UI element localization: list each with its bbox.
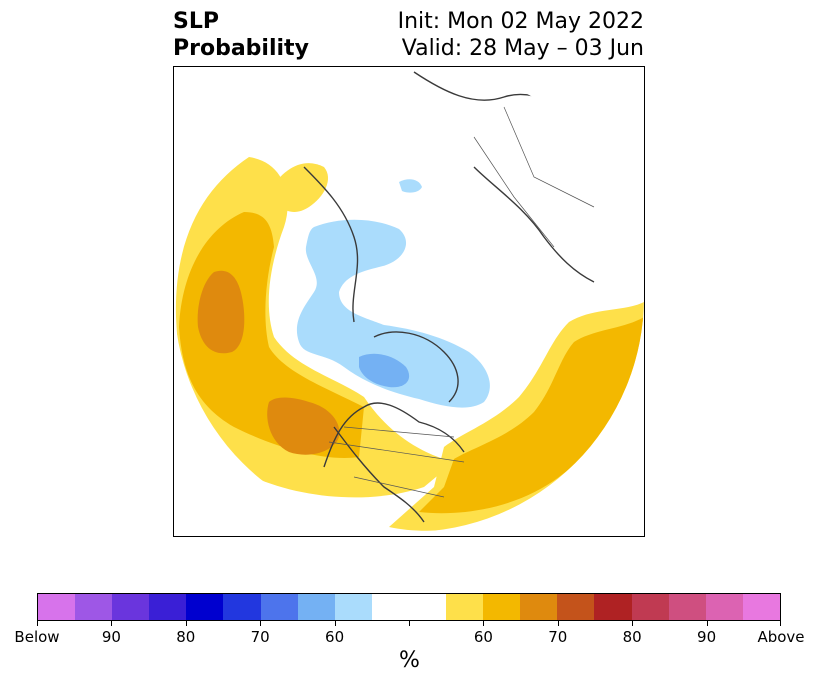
colorbar-segment	[594, 594, 632, 620]
colorbar-tick-label: 60	[473, 628, 493, 646]
colorbar-segment	[223, 594, 261, 620]
probability-map-svg	[175, 71, 644, 531]
colorbar-tick	[780, 621, 781, 626]
region-canadian-arctic-60	[359, 353, 410, 388]
colorbar-tick	[260, 621, 262, 626]
colorbar-segment	[186, 594, 224, 620]
colorbar-segment	[520, 594, 558, 620]
borders	[328, 106, 595, 498]
colorbar-tick	[409, 621, 410, 626]
colorbar-segment	[446, 594, 484, 620]
colorbar-ticks: Below 90 80 70 60 60 70 80 90 Above	[14, 621, 805, 651]
colorbar-segment	[297, 594, 335, 620]
colorbar-tick-label: Below	[14, 628, 60, 646]
colorbar-tick	[632, 621, 634, 626]
colorbar-segment	[334, 594, 372, 620]
colorbar-segment	[483, 594, 521, 620]
colorbar-segment	[742, 594, 780, 620]
colorbar-tick-label: 60	[325, 628, 345, 646]
colorbar-segment	[38, 594, 76, 620]
colorbar-segment	[149, 594, 187, 620]
colorbar-tick-label: 80	[622, 628, 642, 646]
region-gulf-alaska-50	[269, 163, 329, 212]
title-variable: SLP	[173, 9, 219, 34]
colorbar-segment	[112, 594, 150, 620]
chart-title: SLP Probability	[173, 8, 309, 62]
colorbar-tick	[706, 621, 708, 626]
colorbar-segment	[408, 594, 447, 620]
valid-range: Valid: 28 May – 03 Jun	[401, 36, 644, 61]
polar-map	[173, 66, 645, 537]
colorbar-segment	[371, 594, 409, 620]
colorbar-tick	[111, 621, 113, 626]
colorbar-tick-label: 90	[101, 628, 121, 646]
colorbar-unit: %	[399, 648, 420, 673]
colorbar-segment	[705, 594, 743, 620]
region-west-coast-70	[267, 397, 340, 455]
chart-dates: Init: Mon 02 May 2022 Valid: 28 May – 03…	[398, 8, 644, 62]
colorbar-segment	[75, 594, 113, 620]
title-product: Probability	[173, 36, 309, 61]
colorbar	[37, 593, 781, 621]
region-siberia-50	[399, 179, 422, 193]
colorbar-segment	[557, 594, 595, 620]
init-date: Init: Mon 02 May 2022	[397, 9, 644, 34]
colorbar-segment	[668, 594, 706, 620]
region-north-pacific-70	[197, 270, 245, 354]
colorbar-tick-label: 90	[697, 628, 717, 646]
colorbar-tick	[37, 621, 38, 626]
colorbar-tick-label: 70	[548, 628, 568, 646]
colorbar-tick-label: 80	[176, 628, 196, 646]
colorbar-tick	[557, 621, 559, 626]
colorbar-tick-label: 70	[250, 628, 270, 646]
colorbar-segment	[260, 594, 298, 620]
colorbar-tick	[334, 621, 336, 626]
region-north-atlantic-60	[419, 317, 644, 514]
colorbar-segment	[631, 594, 669, 620]
colorbar-tick	[483, 621, 485, 626]
region-canadian-arctic-50	[296, 219, 490, 408]
colorbar-tick	[185, 621, 187, 626]
colorbar-tick-label: Above	[757, 628, 805, 646]
